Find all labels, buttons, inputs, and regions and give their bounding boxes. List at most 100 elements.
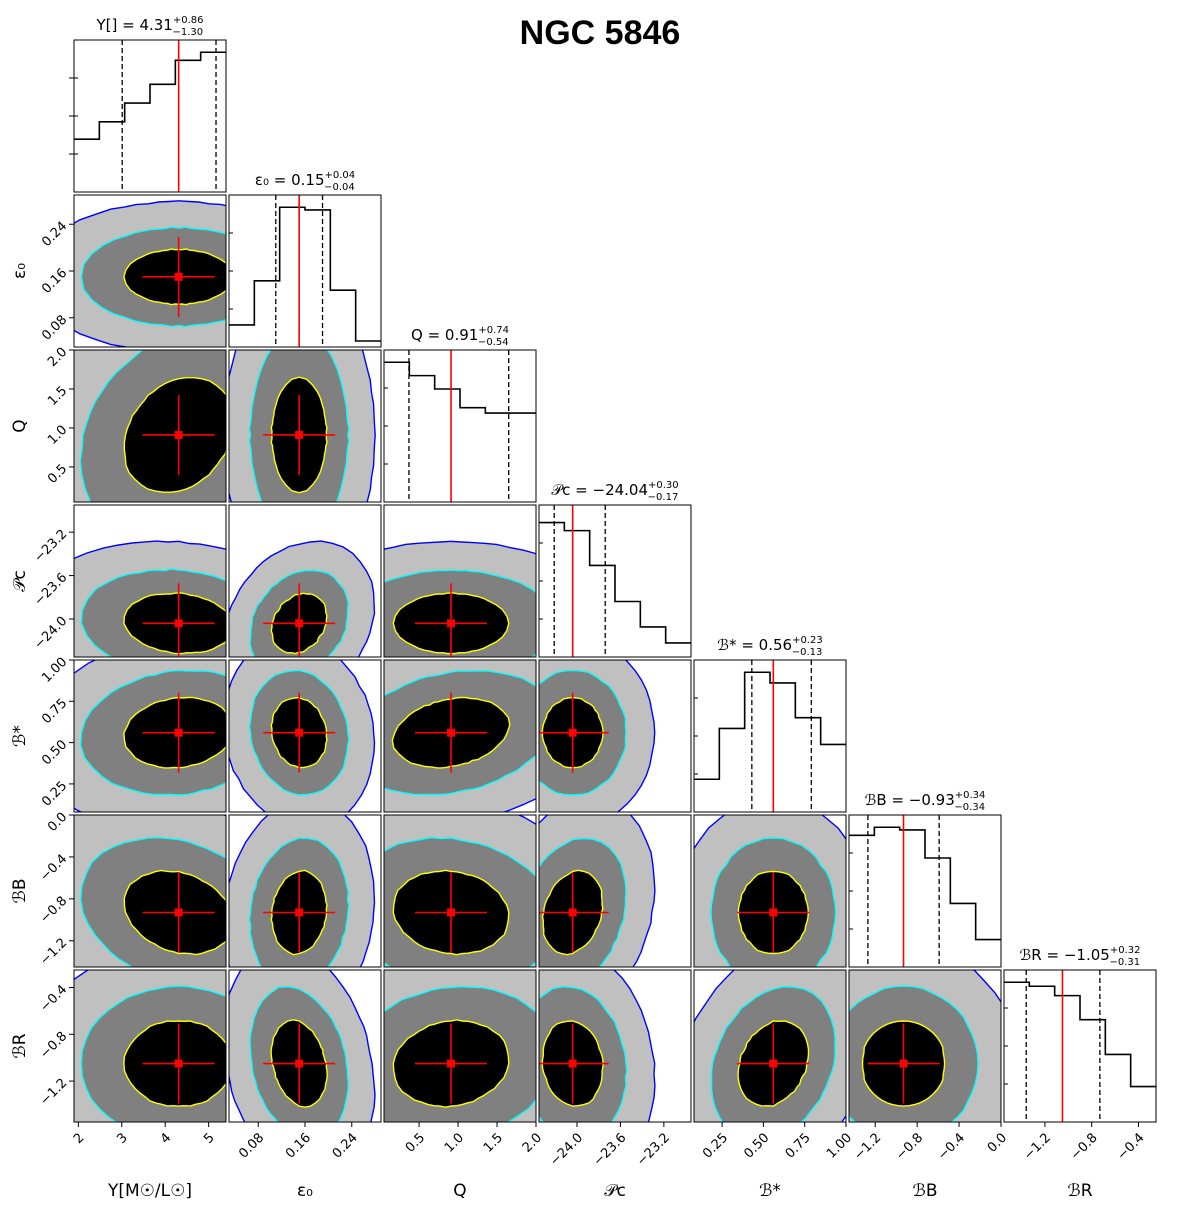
xtick-label-group: −0.4 — [935, 1130, 968, 1163]
ytick-label-group: −0.8 — [37, 1029, 70, 1062]
xtick-label-group: 0.5 — [403, 1130, 428, 1155]
xtick-label-group: 0.75 — [783, 1130, 814, 1161]
panel-frame — [383, 504, 537, 658]
ytick-label-group: 0.5 — [45, 462, 70, 487]
contours-BR-Bs — [694, 970, 846, 1122]
xtick-label-group: −24.0 — [547, 1130, 586, 1169]
marker-point — [447, 908, 456, 917]
marker-point — [447, 728, 456, 737]
xaxis-label-Q: Q — [453, 1181, 466, 1201]
xtick-label-group: 0.16 — [283, 1130, 314, 1161]
panel-frame — [383, 349, 537, 503]
panel-frame — [383, 659, 537, 813]
xtick-label-Bs: 0.75 — [783, 1130, 814, 1161]
contours-eps0-Y — [74, 195, 226, 347]
marker-point — [769, 1059, 778, 1068]
contours-BR-BB — [849, 970, 1001, 1122]
xtick-label-eps0: 0.08 — [236, 1130, 267, 1161]
panel-frame — [228, 194, 382, 348]
contours-BB-eps0 — [229, 815, 381, 967]
marker-point — [447, 1059, 456, 1068]
ytick-label-Pc: −24.0 — [32, 614, 71, 653]
contours-Pc-Q — [384, 505, 536, 657]
panel-Pc-eps0 — [228, 504, 382, 658]
panel-Q-eps0 — [228, 349, 382, 503]
xtick-label-eps0: 0.24 — [330, 1130, 361, 1161]
panel-frame — [693, 969, 847, 1123]
ytick-label-BB: −0.8 — [37, 894, 70, 927]
contours-BB-Q — [384, 815, 536, 967]
ytick-label-BR: −1.2 — [37, 1076, 70, 1109]
xaxis-label-Pc: 𝒫c — [604, 1181, 626, 1201]
xtick-label-Q: 1.0 — [442, 1130, 467, 1155]
panel-eps0-Y — [73, 194, 227, 348]
xtick-label-group: 1.5 — [481, 1130, 506, 1155]
panel-frame — [693, 659, 847, 813]
marker-point — [568, 728, 577, 737]
panel-BR-Bs — [693, 969, 847, 1123]
panel-BR-Y — [73, 969, 227, 1123]
contours-Bs-Pc — [539, 660, 691, 812]
histogram-BR — [1004, 981, 1156, 1088]
panel-frame — [73, 39, 227, 193]
xaxis-label-Y: Y[M☉/L☉] — [107, 1181, 192, 1201]
panel-Pc-Pc: 𝒫c = −24.04+0.30 −0.17 — [538, 480, 692, 658]
yaxis-label-group: ℬB — [10, 878, 30, 903]
panel-frame — [228, 814, 382, 968]
ytick-label-Pc: −23.6 — [32, 570, 71, 609]
xtick-label-Bs: 1.00 — [824, 1130, 855, 1161]
contours-BR-Pc — [539, 970, 691, 1122]
yaxis-label-group: ε₀ — [10, 263, 30, 279]
xtick-label-Y: 4 — [158, 1130, 174, 1146]
ytick-label-group: 1.5 — [45, 384, 70, 409]
xtick-label-Bs: 0.50 — [741, 1130, 772, 1161]
xtick-label-Q: 1.5 — [481, 1130, 506, 1155]
ytick-label-BB: −0.4 — [37, 852, 70, 885]
ytick-label-group: −24.0 — [32, 614, 71, 653]
histogram-eps0 — [229, 206, 381, 342]
xtick-label-Y: 3 — [114, 1130, 130, 1146]
ytick-label-eps0: 0.24 — [39, 219, 70, 250]
contours-BB-Pc — [539, 815, 691, 967]
xtick-label-group: −0.8 — [893, 1130, 926, 1163]
xtick-label-group: 5 — [201, 1130, 217, 1146]
panel-frame — [693, 814, 847, 968]
ytick-label-Bs: 0.50 — [39, 737, 70, 768]
histogram-BB — [849, 826, 1001, 941]
xtick-label-group: 0.24 — [330, 1130, 361, 1161]
yaxis-label-Bs: ℬ* — [10, 725, 30, 747]
xtick-label-group: 1.0 — [442, 1130, 467, 1155]
xtick-label-Q: 2.0 — [520, 1130, 545, 1155]
panel-frame — [228, 659, 382, 813]
xtick-label-Q: 0.5 — [403, 1130, 428, 1155]
marker-point — [295, 619, 304, 628]
marker-point — [447, 619, 456, 628]
xtick-label-group: −1.2 — [851, 1130, 884, 1163]
xaxis-label-eps0: ε₀ — [297, 1181, 313, 1201]
ytick-label-BR: −0.4 — [37, 982, 70, 1015]
contours-BB-Bs — [694, 815, 846, 967]
xtick-label-BB: 0.0 — [985, 1130, 1010, 1155]
ytick-label-group: 2.0 — [45, 345, 70, 370]
contours-Bs-Q — [384, 660, 536, 812]
ytick-label-Q: 0.5 — [45, 462, 70, 487]
xtick-label-BR: −1.2 — [1021, 1130, 1054, 1163]
ytick-label-group: −0.4 — [37, 982, 70, 1015]
panel-Bs-Bs: ℬ* = 0.56+0.23 −0.13 — [693, 635, 847, 813]
xtick-label-Bs: 0.25 — [700, 1130, 731, 1161]
panel-BB-BB: ℬB = −0.93+0.34 −0.34 — [848, 790, 1002, 968]
ytick-label-group: −1.2 — [37, 1076, 70, 1109]
marker-point — [295, 908, 304, 917]
panel-BB-Pc — [538, 814, 692, 968]
ytick-label-group: 1.0 — [45, 423, 70, 448]
ytick-label-eps0: 0.16 — [39, 266, 70, 297]
marker-point — [769, 908, 778, 917]
hist-title-BB: ℬB = −0.93+0.34 −0.34 — [865, 790, 986, 813]
panel-Pc-Y — [73, 504, 227, 658]
hist-title-Y: Y[] = 4.31+0.86 −1.30 — [95, 15, 203, 38]
xtick-label-Pc: −23.2 — [634, 1130, 673, 1169]
xtick-label-Y: 2 — [71, 1130, 87, 1146]
hist-title-BR: ℬR = −1.05+0.32 −0.31 — [1020, 945, 1141, 968]
xtick-label-group: −0.8 — [1068, 1130, 1101, 1163]
yaxis-label-group: ℬ* — [10, 725, 30, 747]
